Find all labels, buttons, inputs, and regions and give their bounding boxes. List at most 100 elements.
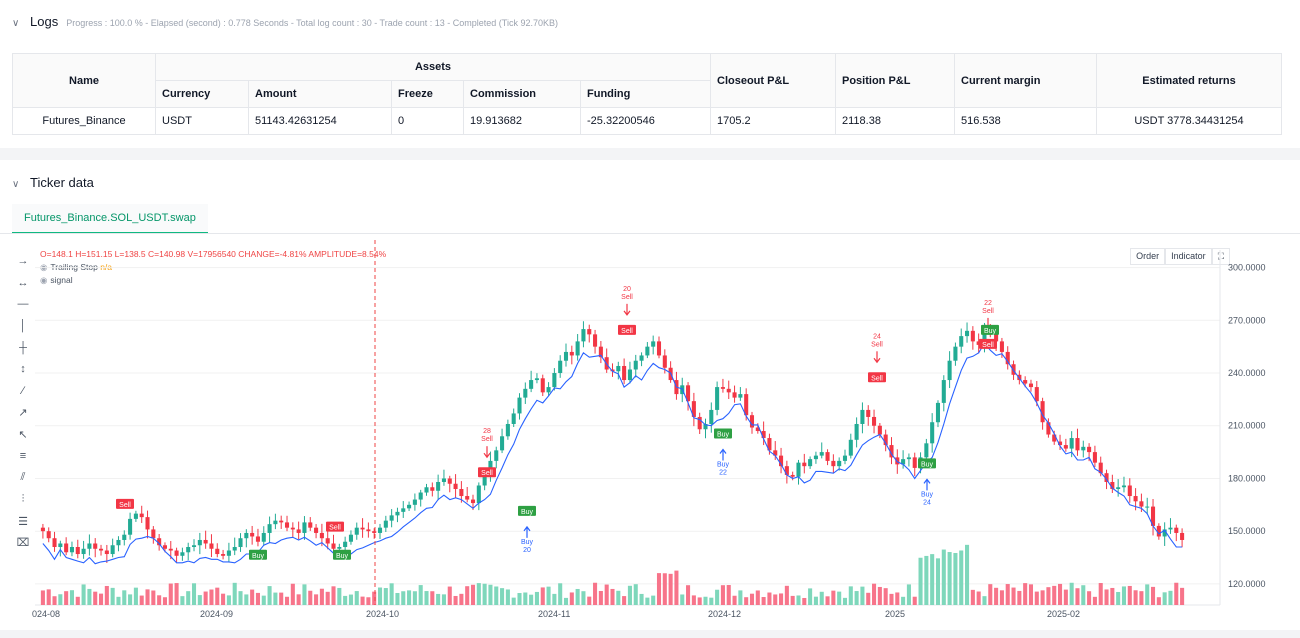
- volume-bar: [58, 594, 63, 605]
- text-tool-icon[interactable]: ☰: [18, 515, 28, 528]
- candle-body: [40, 527, 45, 532]
- eye-icon[interactable]: ◉: [40, 262, 48, 272]
- candle-body: [238, 538, 243, 548]
- candle-body: [842, 455, 848, 461]
- volume-bar: [558, 583, 563, 605]
- signal-arrowhead: [623, 310, 631, 316]
- tab-sol-usdt-swap[interactable]: Futures_Binance.SOL_USDT.swap: [12, 204, 208, 234]
- volume-bar: [662, 573, 667, 605]
- x-tick-label: 024-08: [32, 609, 60, 619]
- candle-body: [633, 360, 638, 370]
- volume-bar: [1162, 592, 1167, 605]
- volume-bar: [680, 594, 685, 605]
- candle-body: [691, 401, 696, 417]
- candle-body: [412, 499, 417, 505]
- closeout-header: Closeout P&L: [710, 53, 836, 108]
- candle-body: [790, 474, 795, 477]
- candle-body: [325, 538, 330, 544]
- ticker-header[interactable]: ∨ Ticker data: [12, 175, 94, 190]
- candle-body: [377, 527, 383, 533]
- signal-label: Buy: [336, 553, 349, 560]
- volume-bar: [761, 597, 766, 605]
- volume-bar: [255, 592, 260, 605]
- trailing-stop-line: [42, 342, 1183, 565]
- volume-bar: [488, 584, 493, 605]
- candle-body: [98, 548, 104, 551]
- volume-bar: [651, 595, 656, 605]
- candle-body: [866, 409, 871, 417]
- volume-bar: [790, 595, 795, 605]
- horizontal-ray-icon[interactable]: →: [17, 254, 29, 267]
- order-button[interactable]: Order: [1130, 248, 1166, 265]
- chevron-down-icon[interactable]: ∨: [12, 179, 20, 190]
- volume-bar: [354, 591, 359, 605]
- logs-header[interactable]: ∨ Logs Progress : 100.0 % - Elapsed (sec…: [12, 14, 558, 29]
- volume-bar: [924, 555, 929, 605]
- volume-bar: [918, 557, 923, 605]
- candle-body: [662, 355, 667, 368]
- legend-signal[interactable]: ◉ signal: [40, 274, 386, 287]
- candle-body: [546, 387, 551, 393]
- vertical-line-icon[interactable]: │: [19, 319, 27, 332]
- volume-bar: [98, 593, 104, 605]
- extended-line-icon[interactable]: —: [17, 298, 29, 311]
- volume-bar: [1005, 584, 1010, 605]
- volume-bar: [407, 590, 412, 605]
- candle-body: [726, 388, 731, 393]
- trash-icon[interactable]: ⌧: [16, 537, 30, 550]
- volume-bar: [331, 586, 336, 605]
- price-range-icon[interactable]: ≡: [19, 450, 27, 463]
- candle-body: [186, 547, 191, 553]
- candle-body: [761, 431, 766, 439]
- sell-signal-tag: [326, 521, 344, 532]
- candle-body: [139, 513, 144, 518]
- volume-bar: [87, 588, 92, 605]
- volume-bar: [552, 593, 557, 605]
- volume-bar: [1034, 591, 1039, 605]
- signal-arrowhead: [719, 448, 727, 454]
- ray-icon[interactable]: ↗: [18, 407, 28, 420]
- candlestick-chart[interactable]: 300.0000 270.0000 240.0000 210.0000 180.0000…: [30, 240, 1280, 620]
- sell-signal-tag: [116, 498, 134, 509]
- volume-bar: [273, 592, 278, 605]
- candle-body: [476, 485, 481, 504]
- arrow-line-icon[interactable]: ↖: [18, 428, 28, 441]
- volume-bar: [976, 591, 981, 605]
- trend-line-icon[interactable]: ∕: [22, 384, 24, 397]
- candle-body: [651, 341, 656, 347]
- assets-table: Name Assets Closeout P&L Position P&L Cu…: [12, 53, 1282, 135]
- candle-body: [686, 385, 691, 402]
- volume-bar: [779, 593, 784, 605]
- candle-body: [407, 504, 412, 509]
- candle-body: [1174, 527, 1179, 533]
- candle-body: [52, 538, 57, 548]
- candle-body: [883, 434, 888, 446]
- volume-bar: [52, 596, 57, 605]
- candle-body: [151, 529, 156, 539]
- candle-body: [505, 423, 510, 437]
- indicator-button[interactable]: Indicator: [1165, 248, 1212, 265]
- volume-bar: [848, 586, 853, 605]
- candle-body: [697, 416, 702, 430]
- volume-bar: [430, 591, 435, 605]
- eye-icon[interactable]: ◉: [40, 275, 48, 285]
- fullscreen-icon[interactable]: ⛶: [1211, 248, 1230, 265]
- candle-body: [122, 534, 127, 540]
- parallel-channel-icon[interactable]: ⫽: [20, 471, 26, 484]
- legend-trailing-stop[interactable]: ◉ Trailing Stop n/a: [40, 261, 386, 274]
- fib-icon[interactable]: ⫶: [21, 492, 25, 505]
- chevron-down-icon[interactable]: ∨: [12, 18, 20, 29]
- x-tick-label: 2025-02: [1047, 609, 1080, 619]
- candle-body: [1139, 501, 1144, 507]
- horizontal-line-icon[interactable]: ↔: [17, 276, 29, 289]
- volume-bar: [726, 585, 731, 605]
- volume-bar: [581, 591, 586, 605]
- legend-trailing-value: n/a: [100, 262, 113, 272]
- cross-line-icon[interactable]: ┼: [19, 341, 27, 354]
- vertical-measure-icon[interactable]: ↕: [20, 363, 26, 376]
- candle-body: [209, 543, 214, 549]
- candle-body: [383, 520, 388, 528]
- ohlc-readout: O=148.1 H=151.15 L=138.5 C=140.98 V=1795…: [40, 249, 387, 259]
- volume-bar: [720, 585, 725, 605]
- volume-bar: [209, 589, 214, 605]
